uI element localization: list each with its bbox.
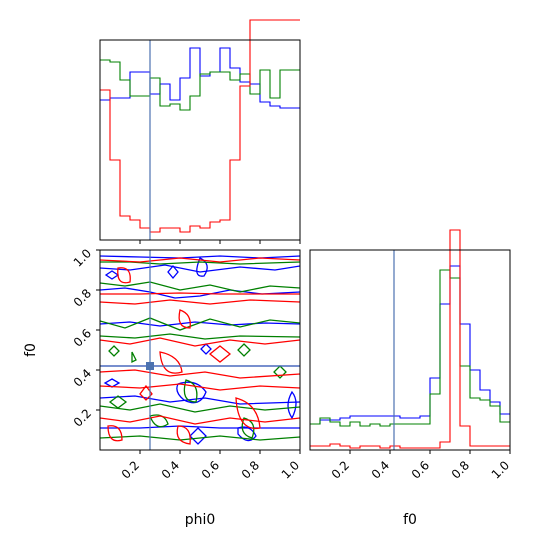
f0-histogram-line-0	[310, 265, 510, 425]
phi0-histogram-line-1	[100, 59, 300, 111]
phi0-histogram-frame	[99, 39, 301, 241]
f0-histogram-series	[310, 229, 510, 449]
contour-x-axis-label: phi0	[185, 512, 216, 528]
contour-plot-area	[100, 250, 300, 450]
contour-series-green	[100, 261, 300, 441]
contour-y-axis-label: f0	[23, 343, 39, 357]
f0-histogram-line-1	[310, 269, 510, 427]
phi0-histogram-panel	[99, 19, 301, 244]
phi0-histogram-line-2	[100, 19, 300, 233]
phi0-histogram-series	[100, 19, 300, 233]
f0-histogram-line-2	[310, 229, 510, 449]
f0-histogram-x-axis-label: f0	[403, 512, 417, 528]
contour-series-red	[100, 257, 300, 445]
truth-point-marker	[146, 362, 154, 370]
phi0-histogram-ticks	[139, 240, 301, 244]
f0-histogram-frame	[309, 249, 511, 451]
contour-frame	[99, 249, 301, 451]
